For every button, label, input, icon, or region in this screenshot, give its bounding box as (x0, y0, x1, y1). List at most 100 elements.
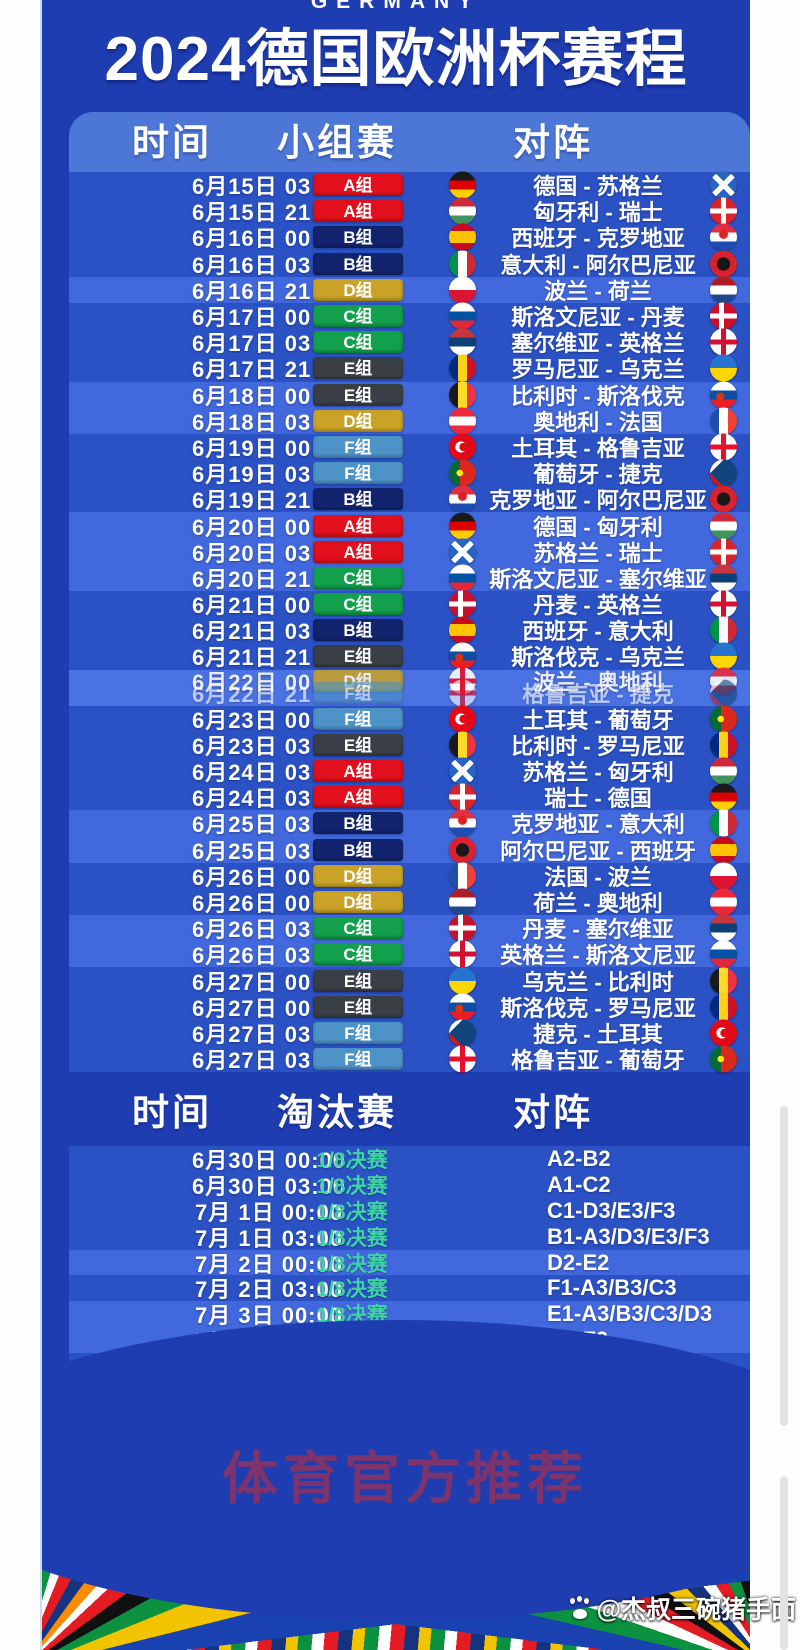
matchup: 土耳其 - 葡萄牙 (522, 707, 674, 733)
match-time: 6月30日 00:00 (191, 1147, 347, 1173)
table-row: 6月27日 03:00 F组 捷克 - 土耳其 (69, 1019, 750, 1047)
netherlands-flag-icon (449, 888, 476, 916)
group-badge: F组 (313, 462, 403, 485)
matchup: 苏格兰 - 瑞士 (533, 540, 663, 566)
spain-flag-icon (710, 836, 737, 864)
stage-label: 1/8决赛 (316, 1226, 388, 1250)
slovenia-flag-icon (710, 940, 737, 968)
slovakia-flag-icon (710, 381, 737, 409)
matchup: 法国 - 波兰 (544, 864, 652, 890)
table-row: 6月15日 03:00 A组 德国 - 苏格兰 (69, 171, 750, 199)
table-row: 6月16日 00:00 B组 西班牙 - 克罗地亚 (69, 223, 750, 251)
matchup: 克罗地亚 - 阿尔巴尼亚 (489, 488, 707, 514)
italy-flag-icon (710, 616, 737, 644)
slovakia-flag-icon (449, 993, 476, 1021)
group-badge: C组 (313, 305, 403, 328)
spain-flag-icon (449, 223, 476, 251)
table-row: 6月26日 00:00 D组 荷兰 - 奥地利 (69, 888, 750, 916)
scotland-flag-icon (449, 757, 476, 785)
page-title: 2024德国欧洲杯赛程 (104, 25, 688, 94)
scrollbar-thumb[interactable] (780, 1106, 788, 1426)
belgium-flag-icon (449, 381, 476, 409)
group-badge: B组 (313, 838, 403, 861)
group-badge: A组 (313, 174, 403, 197)
czech-flag-icon (710, 459, 737, 487)
matchup: 罗马尼亚 - 乌克兰 (511, 357, 685, 383)
table-row: 6月26日 03:00 C组 丹麦 - 塞尔维亚 (69, 914, 750, 942)
table-row: 6月23日 03:00 E组 比利时 - 罗马尼亚 (69, 731, 750, 759)
knockout-header: 时间 淘汰赛 对阵 (69, 1082, 750, 1146)
group-badge: F组 (313, 681, 403, 704)
croatia-flag-icon (710, 223, 737, 251)
scrollbar-thumb[interactable] (780, 1476, 788, 1650)
scotland-flag-icon (449, 538, 476, 566)
matchup: 瑞士 - 德国 (544, 786, 652, 812)
match-time: 7月 1日 03:00 (195, 1225, 343, 1251)
matchup: F1-A3/B3/C3 (547, 1275, 677, 1301)
england-flag-icon (449, 940, 476, 968)
slovenia-flag-icon (449, 564, 476, 592)
romania-flag-icon (710, 731, 737, 759)
table-row: 6月27日 03:00 F组 格鲁吉亚 - 葡萄牙 (69, 1045, 750, 1074)
group-badge: E组 (313, 645, 403, 668)
slovenia-flag-icon (449, 302, 476, 330)
table-row: 6月26日 03:00 C组 英格兰 - 斯洛文尼亚 (69, 940, 750, 968)
table-row: 6月21日 00:00 C组 丹麦 - 英格兰 (69, 590, 750, 618)
switzerland-flag-icon (449, 783, 476, 811)
belgium-flag-icon (710, 967, 737, 995)
albania-flag-icon (449, 836, 476, 864)
matchup: 奥地利 - 法国 (533, 409, 663, 435)
table-row: 6月16日 03:00 B组 意大利 - 阿尔巴尼亚 (69, 250, 750, 278)
group-badge: C组 (313, 917, 403, 940)
table-row: 6月17日 03:00 C组 塞尔维亚 - 英格兰 (69, 328, 750, 356)
glitch-layer: 6月22日 21:00 F组 格鲁吉亚 - 捷克 (69, 679, 750, 707)
england-flag-icon (710, 590, 737, 618)
group-badge: B组 (313, 226, 403, 249)
italy-flag-icon (449, 250, 476, 278)
germany-flag-icon (710, 783, 737, 811)
table-row: 6月19日 21:00 B组 克罗地亚 - 阿尔巴尼亚 (69, 485, 750, 514)
match-time: 7月 2日 00:00 (195, 1251, 343, 1277)
promo-watermark: 体育官方推荐 (222, 1447, 588, 1510)
group-badge: E组 (313, 969, 403, 992)
croatia-flag-icon (449, 485, 476, 513)
italy-flag-icon (710, 809, 737, 837)
table-row: 7月 1日 03:00 1/8决赛 B1-A3/D3/E3/F3 (69, 1223, 750, 1251)
portugal-flag-icon (449, 459, 476, 487)
group-badge: A组 (313, 760, 403, 783)
romania-flag-icon (449, 354, 476, 382)
group-badge: B组 (313, 488, 403, 511)
czech-flag-icon (710, 679, 737, 707)
matchup: E1-A3/B3/C3/D3 (547, 1301, 713, 1327)
matchup: 斯洛文尼亚 - 塞尔维亚 (489, 566, 707, 592)
group-badge: B组 (313, 252, 403, 275)
matchup: 波兰 - 奥地利 (533, 669, 663, 695)
table-row: 6月24日 03:00 A组 苏格兰 - 匈牙利 (69, 757, 750, 785)
matchup: 捷克 - 土耳其 (533, 1021, 663, 1047)
matchup: 匈牙利 - 瑞士 (533, 200, 663, 226)
group-badge: C组 (313, 566, 403, 589)
matchup: B1-A3/D3/E3/F3 (547, 1223, 710, 1249)
austria-flag-icon (710, 888, 737, 916)
match-time: 7月 2日 03:00 (195, 1277, 343, 1303)
group-badge: E组 (313, 733, 403, 756)
serbia-flag-icon (449, 328, 476, 356)
matchup: 格鲁吉亚 - 葡萄牙 (511, 1048, 685, 1074)
group-badge: E组 (313, 383, 403, 406)
georgia-flag-icon (710, 433, 737, 461)
group-badge: E组 (313, 357, 403, 380)
matchup: 比利时 - 斯洛伐克 (511, 383, 685, 409)
hungary-flag-icon (449, 197, 476, 225)
matchup: 格鲁吉亚 - 捷克 (522, 681, 674, 707)
group-badge: A组 (313, 200, 403, 223)
serbia-flag-icon (710, 564, 737, 592)
group-badge: E组 (313, 995, 403, 1018)
matchup: 斯洛文尼亚 - 丹麦 (511, 305, 685, 331)
stage-label: 1/8决赛 (316, 1278, 388, 1302)
author-credit: @杰叔三碗猪手面 (569, 1590, 796, 1626)
spain-flag-icon (449, 616, 476, 644)
matchup: 克罗地亚 - 意大利 (511, 812, 685, 838)
portugal-flag-icon (710, 1045, 737, 1073)
denmark-flag-icon (449, 914, 476, 942)
